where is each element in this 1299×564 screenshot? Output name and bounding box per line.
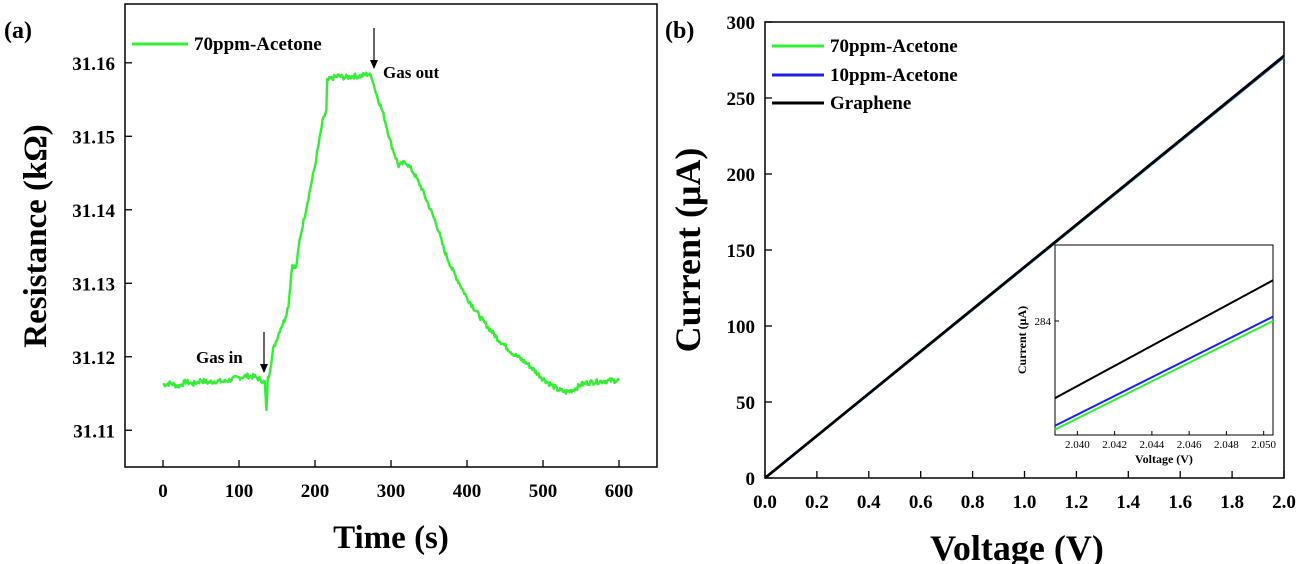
legend-label-10ppm: 10ppm-Acetone bbox=[830, 65, 958, 86]
y-tick-label: 31.16 bbox=[72, 54, 115, 75]
x-tick-label: 200 bbox=[301, 481, 330, 502]
inset-plot bbox=[1054, 279, 1274, 431]
panel-b-ticks: 0.0 0.2 0.4 0.6 0.8 1.0 1.2 1.4 1.6 1.8 2.0 0 50 100 1… bbox=[727, 13, 1296, 513]
panel-a-x-axis-title: Time (s) bbox=[333, 520, 449, 556]
inset-series-line-10ppm-acetone bbox=[1054, 315, 1274, 427]
series-line-graphene bbox=[764, 54, 1285, 480]
inset-series-line-70ppm-acetone bbox=[1054, 320, 1274, 431]
gas-in-arrowhead bbox=[260, 364, 268, 373]
inset-x-tick-label: 2.046 bbox=[1177, 439, 1202, 451]
legend-label-70ppm: 70ppm-Acetone bbox=[194, 34, 322, 55]
y-tick-label: 31.12 bbox=[72, 348, 115, 369]
y-tick-label: 50 bbox=[736, 393, 755, 414]
annotation-gas-in: Gas in bbox=[196, 348, 243, 367]
y-tick-label: 150 bbox=[727, 241, 756, 262]
x-tick-label: 1.0 bbox=[1013, 492, 1037, 513]
x-tick-label: 0.0 bbox=[753, 492, 777, 513]
x-tick-label: 0.8 bbox=[961, 492, 985, 513]
panel-a-y-axis-title: Resistance (kΩ) bbox=[18, 124, 54, 347]
panel-b-x-axis-title: Voltage (V) bbox=[930, 528, 1104, 564]
y-tick-label: 200 bbox=[727, 165, 756, 186]
y-tick-label: 250 bbox=[727, 89, 756, 110]
inset-x-tick-label: 2.042 bbox=[1102, 439, 1127, 451]
inset-x-tick-label: 2.050 bbox=[1251, 439, 1276, 451]
inset-x-tick-label: 2.044 bbox=[1140, 439, 1165, 451]
panel-a-ticks: 0 100 200 300 400 500 600 31.11 31.12 31.13 31.14 3… bbox=[72, 54, 633, 502]
inset-y-axis-title: Current (μA) bbox=[1015, 306, 1029, 374]
y-tick-label: 31.15 bbox=[72, 127, 115, 148]
x-tick-label: 1.2 bbox=[1065, 492, 1089, 513]
y-tick-label: 100 bbox=[727, 317, 756, 338]
x-tick-label: 100 bbox=[225, 481, 254, 502]
x-tick-label: 1.4 bbox=[1116, 492, 1140, 513]
panel-b: (b) 0.0 0.2 0.4 0.6 0.8 1.0 1.2 1.4 1.6 1.8 2.0 0 50… bbox=[665, 13, 1296, 564]
inset-ticks: 2.040 2.042 2.044 2.046 2.048 2.050 284 bbox=[1035, 316, 1277, 451]
y-tick-label: 300 bbox=[727, 13, 756, 34]
panel-a: (a) 0 100 200 300 400 500 600 31.11 31.12 31.13 31… bbox=[4, 3, 658, 556]
series-line-70ppm-acetone bbox=[162, 71, 620, 412]
x-tick-label: 0.4 bbox=[857, 492, 881, 513]
panel-a-label: (a) bbox=[4, 18, 32, 44]
y-tick-label: 0 bbox=[746, 469, 756, 490]
legend-label-graphene: Graphene bbox=[830, 93, 911, 114]
x-tick-label: 1.6 bbox=[1168, 492, 1192, 513]
panel-b-inset: 2.040 2.042 2.044 2.046 2.048 2.050 284 Voltag… bbox=[1015, 244, 1277, 466]
panel-b-plot bbox=[764, 54, 1285, 480]
annotation-gas-out: Gas out bbox=[383, 63, 440, 82]
x-tick-label: 2.0 bbox=[1272, 492, 1296, 513]
x-tick-label: 1.8 bbox=[1220, 492, 1244, 513]
panel-b-label: (b) bbox=[665, 18, 694, 44]
y-tick-label: 31.13 bbox=[72, 274, 115, 295]
panel-a-legend: 70ppm-Acetone bbox=[132, 34, 322, 55]
panel-b-legend: 70ppm-Acetone 10ppm-Acetone Graphene bbox=[772, 36, 958, 114]
panel-b-y-axis-title: Current (μA) bbox=[668, 148, 708, 353]
x-tick-label: 500 bbox=[529, 481, 558, 502]
inset-x-tick-label: 2.048 bbox=[1214, 439, 1239, 451]
x-tick-label: 300 bbox=[377, 481, 406, 502]
inset-x-axis-title: Voltage (V) bbox=[1135, 452, 1193, 466]
x-tick-label: 0 bbox=[158, 481, 168, 502]
x-tick-label: 0.6 bbox=[909, 492, 933, 513]
panel-a-annotations: Gas in Gas out bbox=[196, 28, 440, 373]
x-tick-label: 400 bbox=[453, 481, 482, 502]
y-tick-label: 31.14 bbox=[72, 201, 115, 222]
gas-out-arrowhead bbox=[370, 60, 378, 69]
x-tick-label: 600 bbox=[605, 481, 634, 502]
inset-series-line-graphene bbox=[1054, 279, 1274, 399]
panel-a-plot bbox=[162, 71, 620, 412]
x-tick-label: 0.2 bbox=[805, 492, 829, 513]
inset-x-tick-label: 2.040 bbox=[1065, 439, 1090, 451]
legend-label-70ppm: 70ppm-Acetone bbox=[830, 36, 958, 57]
inset-y-tick-label: 284 bbox=[1035, 316, 1052, 328]
y-tick-label: 31.11 bbox=[73, 421, 115, 442]
